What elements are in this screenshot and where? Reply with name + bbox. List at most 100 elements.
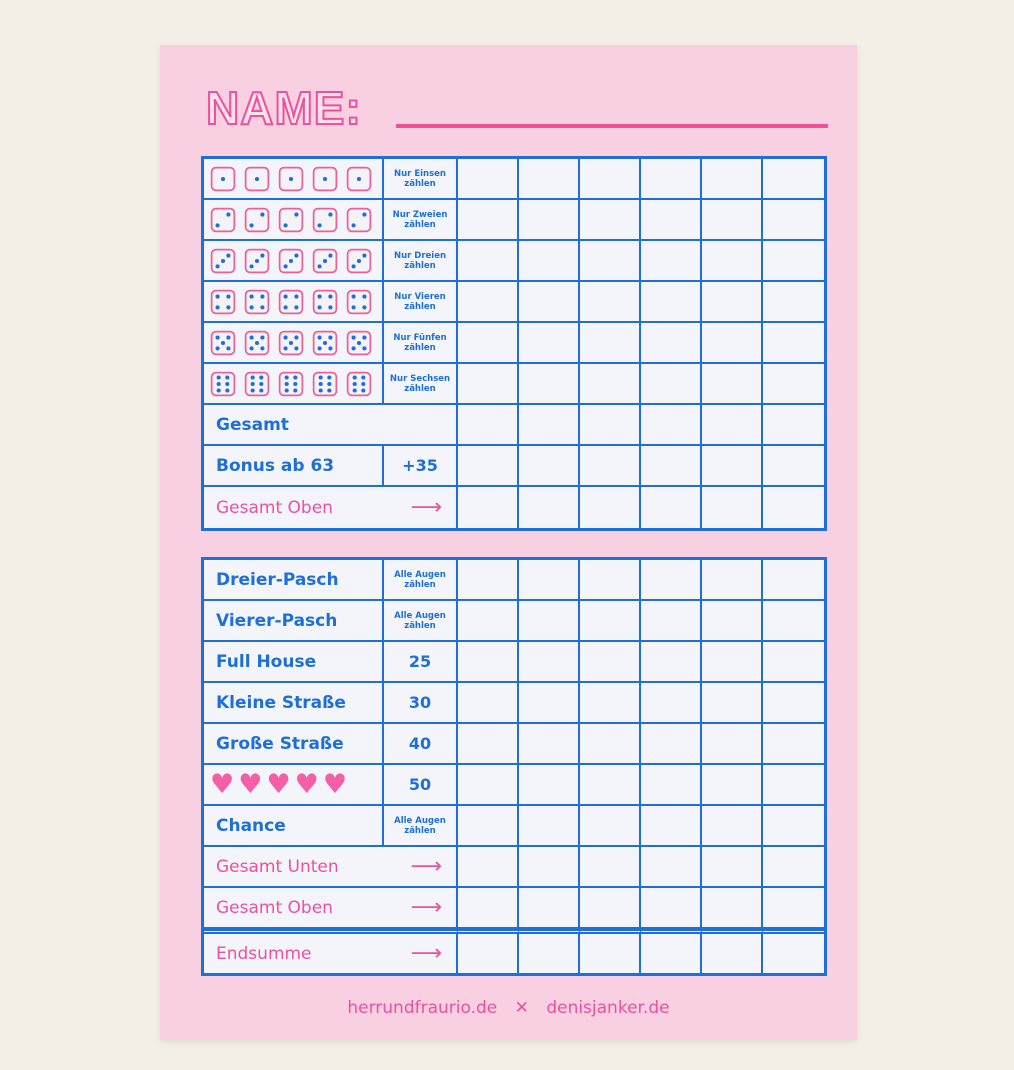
score-cell[interactable] bbox=[641, 446, 702, 487]
score-cell[interactable] bbox=[702, 724, 763, 765]
score-cell[interactable] bbox=[641, 642, 702, 683]
score-cell[interactable] bbox=[763, 405, 824, 446]
score-cell[interactable] bbox=[702, 405, 763, 446]
score-cell[interactable] bbox=[580, 241, 641, 282]
score-cell[interactable] bbox=[580, 765, 641, 806]
score-cell[interactable] bbox=[519, 888, 580, 929]
score-cell[interactable] bbox=[763, 282, 824, 323]
score-cell[interactable] bbox=[763, 487, 824, 528]
score-cell[interactable] bbox=[702, 847, 763, 888]
score-cell[interactable] bbox=[641, 405, 702, 446]
score-cell[interactable] bbox=[702, 765, 763, 806]
score-cell[interactable] bbox=[580, 888, 641, 929]
score-cell[interactable] bbox=[580, 200, 641, 241]
score-cell[interactable] bbox=[702, 560, 763, 601]
score-cell[interactable] bbox=[641, 364, 702, 405]
score-cell[interactable] bbox=[641, 241, 702, 282]
score-cell[interactable] bbox=[458, 929, 519, 973]
score-cell[interactable] bbox=[580, 364, 641, 405]
score-cell[interactable] bbox=[763, 323, 824, 364]
score-cell[interactable] bbox=[458, 683, 519, 724]
score-cell[interactable] bbox=[519, 765, 580, 806]
score-cell[interactable] bbox=[763, 446, 824, 487]
score-cell[interactable] bbox=[641, 159, 702, 200]
score-cell[interactable] bbox=[641, 765, 702, 806]
score-cell[interactable] bbox=[458, 446, 519, 487]
score-cell[interactable] bbox=[641, 487, 702, 528]
score-cell[interactable] bbox=[763, 364, 824, 405]
score-cell[interactable] bbox=[702, 683, 763, 724]
score-cell[interactable] bbox=[458, 405, 519, 446]
score-cell[interactable] bbox=[458, 159, 519, 200]
score-cell[interactable] bbox=[702, 200, 763, 241]
score-cell[interactable] bbox=[519, 642, 580, 683]
score-cell[interactable] bbox=[763, 200, 824, 241]
score-cell[interactable] bbox=[763, 806, 824, 847]
score-cell[interactable] bbox=[519, 806, 580, 847]
score-cell[interactable] bbox=[580, 560, 641, 601]
score-cell[interactable] bbox=[458, 888, 519, 929]
score-cell[interactable] bbox=[641, 847, 702, 888]
score-cell[interactable] bbox=[580, 929, 641, 973]
score-cell[interactable] bbox=[763, 241, 824, 282]
score-cell[interactable] bbox=[580, 642, 641, 683]
score-cell[interactable] bbox=[458, 765, 519, 806]
score-cell[interactable] bbox=[763, 888, 824, 929]
score-cell[interactable] bbox=[702, 601, 763, 642]
score-cell[interactable] bbox=[519, 601, 580, 642]
score-cell[interactable] bbox=[763, 159, 824, 200]
score-cell[interactable] bbox=[519, 847, 580, 888]
score-cell[interactable] bbox=[641, 888, 702, 929]
score-cell[interactable] bbox=[580, 487, 641, 528]
score-cell[interactable] bbox=[519, 487, 580, 528]
score-cell[interactable] bbox=[580, 724, 641, 765]
score-cell[interactable] bbox=[580, 847, 641, 888]
score-cell[interactable] bbox=[763, 683, 824, 724]
score-cell[interactable] bbox=[519, 159, 580, 200]
score-cell[interactable] bbox=[763, 724, 824, 765]
score-cell[interactable] bbox=[458, 560, 519, 601]
score-cell[interactable] bbox=[580, 159, 641, 200]
score-cell[interactable] bbox=[580, 601, 641, 642]
score-cell[interactable] bbox=[641, 724, 702, 765]
score-cell[interactable] bbox=[702, 159, 763, 200]
score-cell[interactable] bbox=[580, 683, 641, 724]
score-cell[interactable] bbox=[763, 560, 824, 601]
score-cell[interactable] bbox=[458, 364, 519, 405]
score-cell[interactable] bbox=[519, 200, 580, 241]
score-cell[interactable] bbox=[458, 724, 519, 765]
score-cell[interactable] bbox=[702, 282, 763, 323]
score-cell[interactable] bbox=[763, 847, 824, 888]
score-cell[interactable] bbox=[519, 446, 580, 487]
score-cell[interactable] bbox=[641, 929, 702, 973]
score-cell[interactable] bbox=[458, 487, 519, 528]
score-cell[interactable] bbox=[641, 601, 702, 642]
score-cell[interactable] bbox=[519, 241, 580, 282]
score-cell[interactable] bbox=[580, 323, 641, 364]
score-cell[interactable] bbox=[702, 364, 763, 405]
score-cell[interactable] bbox=[702, 888, 763, 929]
score-cell[interactable] bbox=[519, 929, 580, 973]
score-cell[interactable] bbox=[763, 765, 824, 806]
score-cell[interactable] bbox=[519, 405, 580, 446]
score-cell[interactable] bbox=[763, 601, 824, 642]
score-cell[interactable] bbox=[763, 642, 824, 683]
score-cell[interactable] bbox=[702, 487, 763, 528]
score-cell[interactable] bbox=[641, 200, 702, 241]
score-cell[interactable] bbox=[580, 405, 641, 446]
score-cell[interactable] bbox=[458, 806, 519, 847]
score-cell[interactable] bbox=[519, 724, 580, 765]
score-cell[interactable] bbox=[702, 642, 763, 683]
score-cell[interactable] bbox=[519, 323, 580, 364]
score-cell[interactable] bbox=[458, 241, 519, 282]
score-cell[interactable] bbox=[641, 323, 702, 364]
score-cell[interactable] bbox=[641, 282, 702, 323]
score-cell[interactable] bbox=[580, 282, 641, 323]
score-cell[interactable] bbox=[519, 364, 580, 405]
score-cell[interactable] bbox=[458, 323, 519, 364]
score-cell[interactable] bbox=[641, 560, 702, 601]
score-cell[interactable] bbox=[641, 806, 702, 847]
score-cell[interactable] bbox=[641, 683, 702, 724]
score-cell[interactable] bbox=[458, 847, 519, 888]
score-cell[interactable] bbox=[702, 806, 763, 847]
